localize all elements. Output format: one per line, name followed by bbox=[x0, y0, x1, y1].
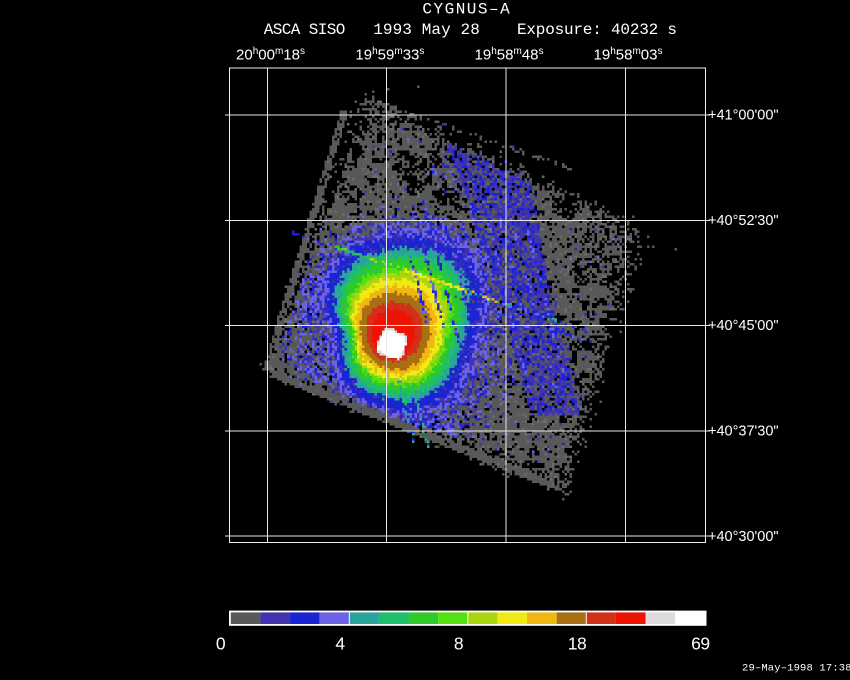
svg-text:4: 4 bbox=[335, 634, 345, 654]
svg-text:Exposure: 40232 s: Exposure: 40232 s bbox=[517, 21, 677, 39]
svg-text:69: 69 bbox=[691, 634, 709, 654]
svg-text:ASCA SISO: ASCA SISO bbox=[264, 21, 345, 39]
svg-text:18: 18 bbox=[568, 634, 586, 654]
svg-text:19h58m48s: 19h58m48s bbox=[475, 46, 544, 64]
svg-text:+41°00'00": +41°00'00" bbox=[708, 108, 779, 124]
svg-text:+40°37'30": +40°37'30" bbox=[708, 424, 779, 440]
svg-text:+40°45'00": +40°45'00" bbox=[708, 318, 779, 334]
svg-text:+40°30'00": +40°30'00" bbox=[708, 529, 779, 545]
svg-text:0: 0 bbox=[216, 634, 226, 654]
svg-text:8: 8 bbox=[454, 634, 463, 654]
svg-text:+40°52'30": +40°52'30" bbox=[708, 213, 779, 229]
svg-text:19h58m03s: 19h58m03s bbox=[594, 46, 663, 64]
svg-text:20h00m18s: 20h00m18s bbox=[236, 46, 305, 64]
svg-text:29–May–1998 17:38: 29–May–1998 17:38 bbox=[742, 663, 850, 675]
svg-text:1993 May 28: 1993 May 28 bbox=[373, 21, 480, 39]
svg-text:19h59m33s: 19h59m33s bbox=[355, 46, 424, 64]
svg-text:CYGNUS–A: CYGNUS–A bbox=[422, 0, 511, 18]
